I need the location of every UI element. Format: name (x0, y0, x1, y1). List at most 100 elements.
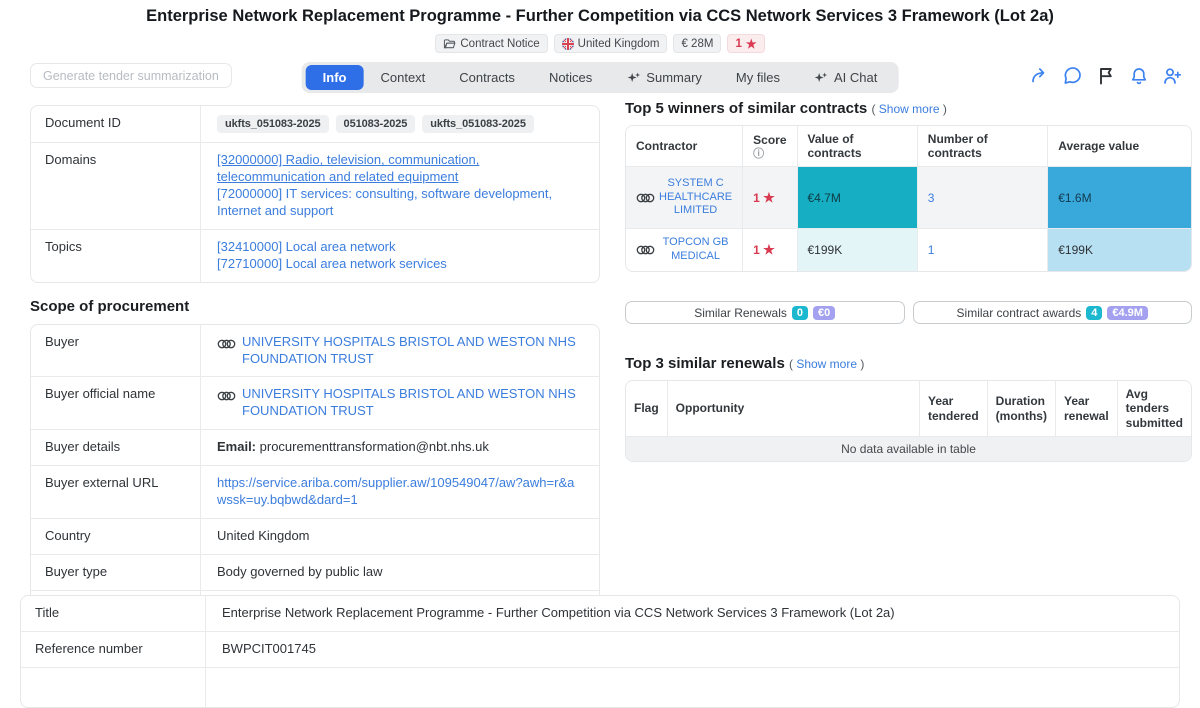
contractor-link[interactable]: SYSTEM C HEALTHCARE LIMITED (659, 176, 733, 217)
toolbar-action-icons (1030, 66, 1182, 86)
tab-context[interactable]: Context (380, 70, 426, 85)
tab-summary-label: Summary (646, 70, 702, 85)
table-row-reference-number: Reference number BWPCIT001745 (21, 630, 1179, 667)
tab-contracts[interactable]: Contracts (459, 70, 515, 85)
amount-pill: €0 (813, 305, 836, 320)
score-badge: 1 ★ (727, 34, 765, 53)
contract-notice-badge: Contract Notice (435, 34, 548, 53)
col-opportunity: Opportunity (667, 381, 920, 438)
email-key: Email: (217, 439, 257, 455)
value-cell: €199K (797, 229, 918, 271)
tab-ai-chat-label: AI Chat (833, 70, 878, 85)
show-more-wrap: Show more (789, 357, 864, 371)
document-id-tag: ukfts_051083-2025 (217, 115, 329, 134)
similar-renewals-button[interactable]: Similar Renewals 0 €0 (625, 301, 905, 324)
folder-icon (444, 38, 456, 48)
row-label: Country (31, 518, 201, 554)
table-row-buyer: Buyer UNIVERSITY HOSPITALS BRISTOL AND W… (31, 324, 599, 377)
bell-icon[interactable] (1129, 66, 1149, 86)
contract-notice-label: Contract Notice (460, 37, 540, 50)
star-icon: ★ (763, 189, 775, 205)
buyer-link[interactable]: UNIVERSITY HOSPITALS BRISTOL AND WESTON … (242, 333, 576, 366)
similar-awards-label: Similar contract awards (956, 305, 1082, 320)
row-label (21, 667, 206, 707)
flag-icon[interactable] (1096, 66, 1116, 86)
col-average: Average value (1048, 126, 1191, 167)
organization-icon (636, 193, 655, 202)
tab-info[interactable]: Info (305, 65, 364, 90)
tab-ai-chat[interactable]: AI Chat (797, 65, 894, 90)
table-row-buyer-external-url: Buyer external URL https://service.ariba… (31, 465, 599, 518)
col-year-renewal: Year renewal (1055, 381, 1118, 438)
value-cell: €4.7M (797, 167, 918, 229)
star-icon: ★ (763, 242, 775, 257)
row-label: Buyer official name (31, 377, 201, 430)
row-label: Buyer details (31, 430, 201, 466)
table-row-buyer-official-name: Buyer official name UNIVERSITY HOSPITALS… (31, 376, 599, 430)
col-contractor: Contractor (626, 126, 744, 167)
chat-icon[interactable] (1063, 66, 1083, 86)
table-row-buyer-details: Buyer details Email: procurementtransfor… (31, 429, 599, 466)
contracts-count-link[interactable]: 3 (927, 190, 935, 205)
page-title: Enterprise Network Replacement Programme… (146, 7, 1054, 25)
sparkles-icon (627, 72, 640, 82)
col-value: Value of contracts (797, 126, 918, 167)
table-row-title: Title Enterprise Network Replacement Pro… (21, 596, 1179, 631)
row-label: Buyer (31, 324, 201, 377)
average-cell: €199K (1048, 229, 1191, 271)
row-label: Domains (31, 143, 201, 229)
country-badge: United Kingdom (553, 34, 668, 53)
reference-number-value: BWPCIT001745 (222, 640, 316, 656)
winner-row: SYSTEM C HEALTHCARE LIMITED 1 ★ €4.7M 3 … (626, 167, 1191, 229)
empty-state: No data available in table (626, 437, 1191, 462)
col-duration: Duration (months) (987, 381, 1056, 438)
renewals-table: Flag Opportunity Year tendered Duration … (625, 380, 1192, 463)
topic-link[interactable]: [32410000] Local area network (217, 238, 396, 254)
winner-row: TOPCON GB MEDICAL 1 ★ €199K 1 €199K (626, 229, 1191, 271)
score-number: 1 (735, 37, 742, 50)
topic-link[interactable]: [72710000] Local area network services (217, 255, 447, 271)
generate-summarization-button[interactable]: Generate tender summarization (30, 63, 232, 88)
tab-notices[interactable]: Notices (548, 70, 593, 85)
info-icon[interactable]: ⓘ (753, 147, 765, 160)
tab-bar: Info Context Contracts Notices Summary M… (301, 62, 899, 93)
row-label: Buyer external URL (31, 466, 201, 518)
buyer-external-url-link[interactable]: https://service.ariba.com/supplier.aw/10… (217, 475, 575, 507)
row-label: Reference number (21, 631, 206, 667)
organization-icon (217, 339, 236, 348)
count-pill: 0 (791, 305, 809, 320)
table-row-document-id: Document ID ukfts_051083-2025 051083-202… (31, 106, 599, 143)
country-value: United Kingdom (217, 527, 310, 543)
add-user-icon[interactable] (1162, 66, 1182, 86)
similar-contract-awards-button[interactable]: Similar contract awards 4 €4.9M (912, 301, 1192, 324)
count-pill: 4 (1086, 305, 1103, 320)
document-id-tag: 051083-2025 (335, 115, 416, 134)
domain-link[interactable]: [32000000] Radio, television, communicat… (217, 152, 480, 185)
title-value: Enterprise Network Replacement Programme… (222, 605, 895, 620)
renewals-show-more-link[interactable]: Show more (796, 357, 858, 371)
share-icon[interactable] (1030, 66, 1050, 86)
contractor-link[interactable]: TOPCON GB MEDICAL (662, 236, 729, 262)
table-row-buyer-type: Buyer type Body governed by public law (31, 553, 599, 590)
col-score: Score ⓘ (743, 126, 798, 167)
contracts-count-link[interactable]: 1 (927, 243, 935, 257)
renewals-heading-text: Top 3 similar renewals (625, 355, 785, 372)
tab-my-files[interactable]: My files (735, 70, 780, 85)
tab-summary[interactable]: Summary (609, 65, 719, 90)
col-avg-tenders: Avg tenders submitted (1117, 381, 1191, 438)
value-badge: € 28M (673, 34, 722, 53)
winners-show-more-link[interactable]: Show more (878, 102, 940, 116)
row-label: Title (21, 596, 206, 631)
renewals-heading: Top 3 similar renewals Show more (625, 355, 1192, 372)
document-info-table: Document ID ukfts_051083-2025 051083-202… (30, 105, 600, 283)
organization-icon (217, 392, 236, 401)
tender-details-table: Title Enterprise Network Replacement Pro… (20, 595, 1180, 708)
scope-heading: Scope of procurement (30, 297, 190, 315)
domain-link[interactable]: [72000000] IT services: consulting, soft… (217, 186, 553, 218)
buyer-table: Buyer UNIVERSITY HOSPITALS BRISTOL AND W… (30, 323, 600, 627)
row-label: Topics (31, 229, 201, 282)
right-column: Top 5 winners of similar contracts Show … (625, 100, 1192, 463)
table-row-domains: Domains [32000000] Radio, television, co… (31, 142, 599, 229)
document-id-tag: ukfts_051083-2025 (422, 115, 534, 134)
buyer-official-link[interactable]: UNIVERSITY HOSPITALS BRISTOL AND WESTON … (242, 386, 576, 419)
